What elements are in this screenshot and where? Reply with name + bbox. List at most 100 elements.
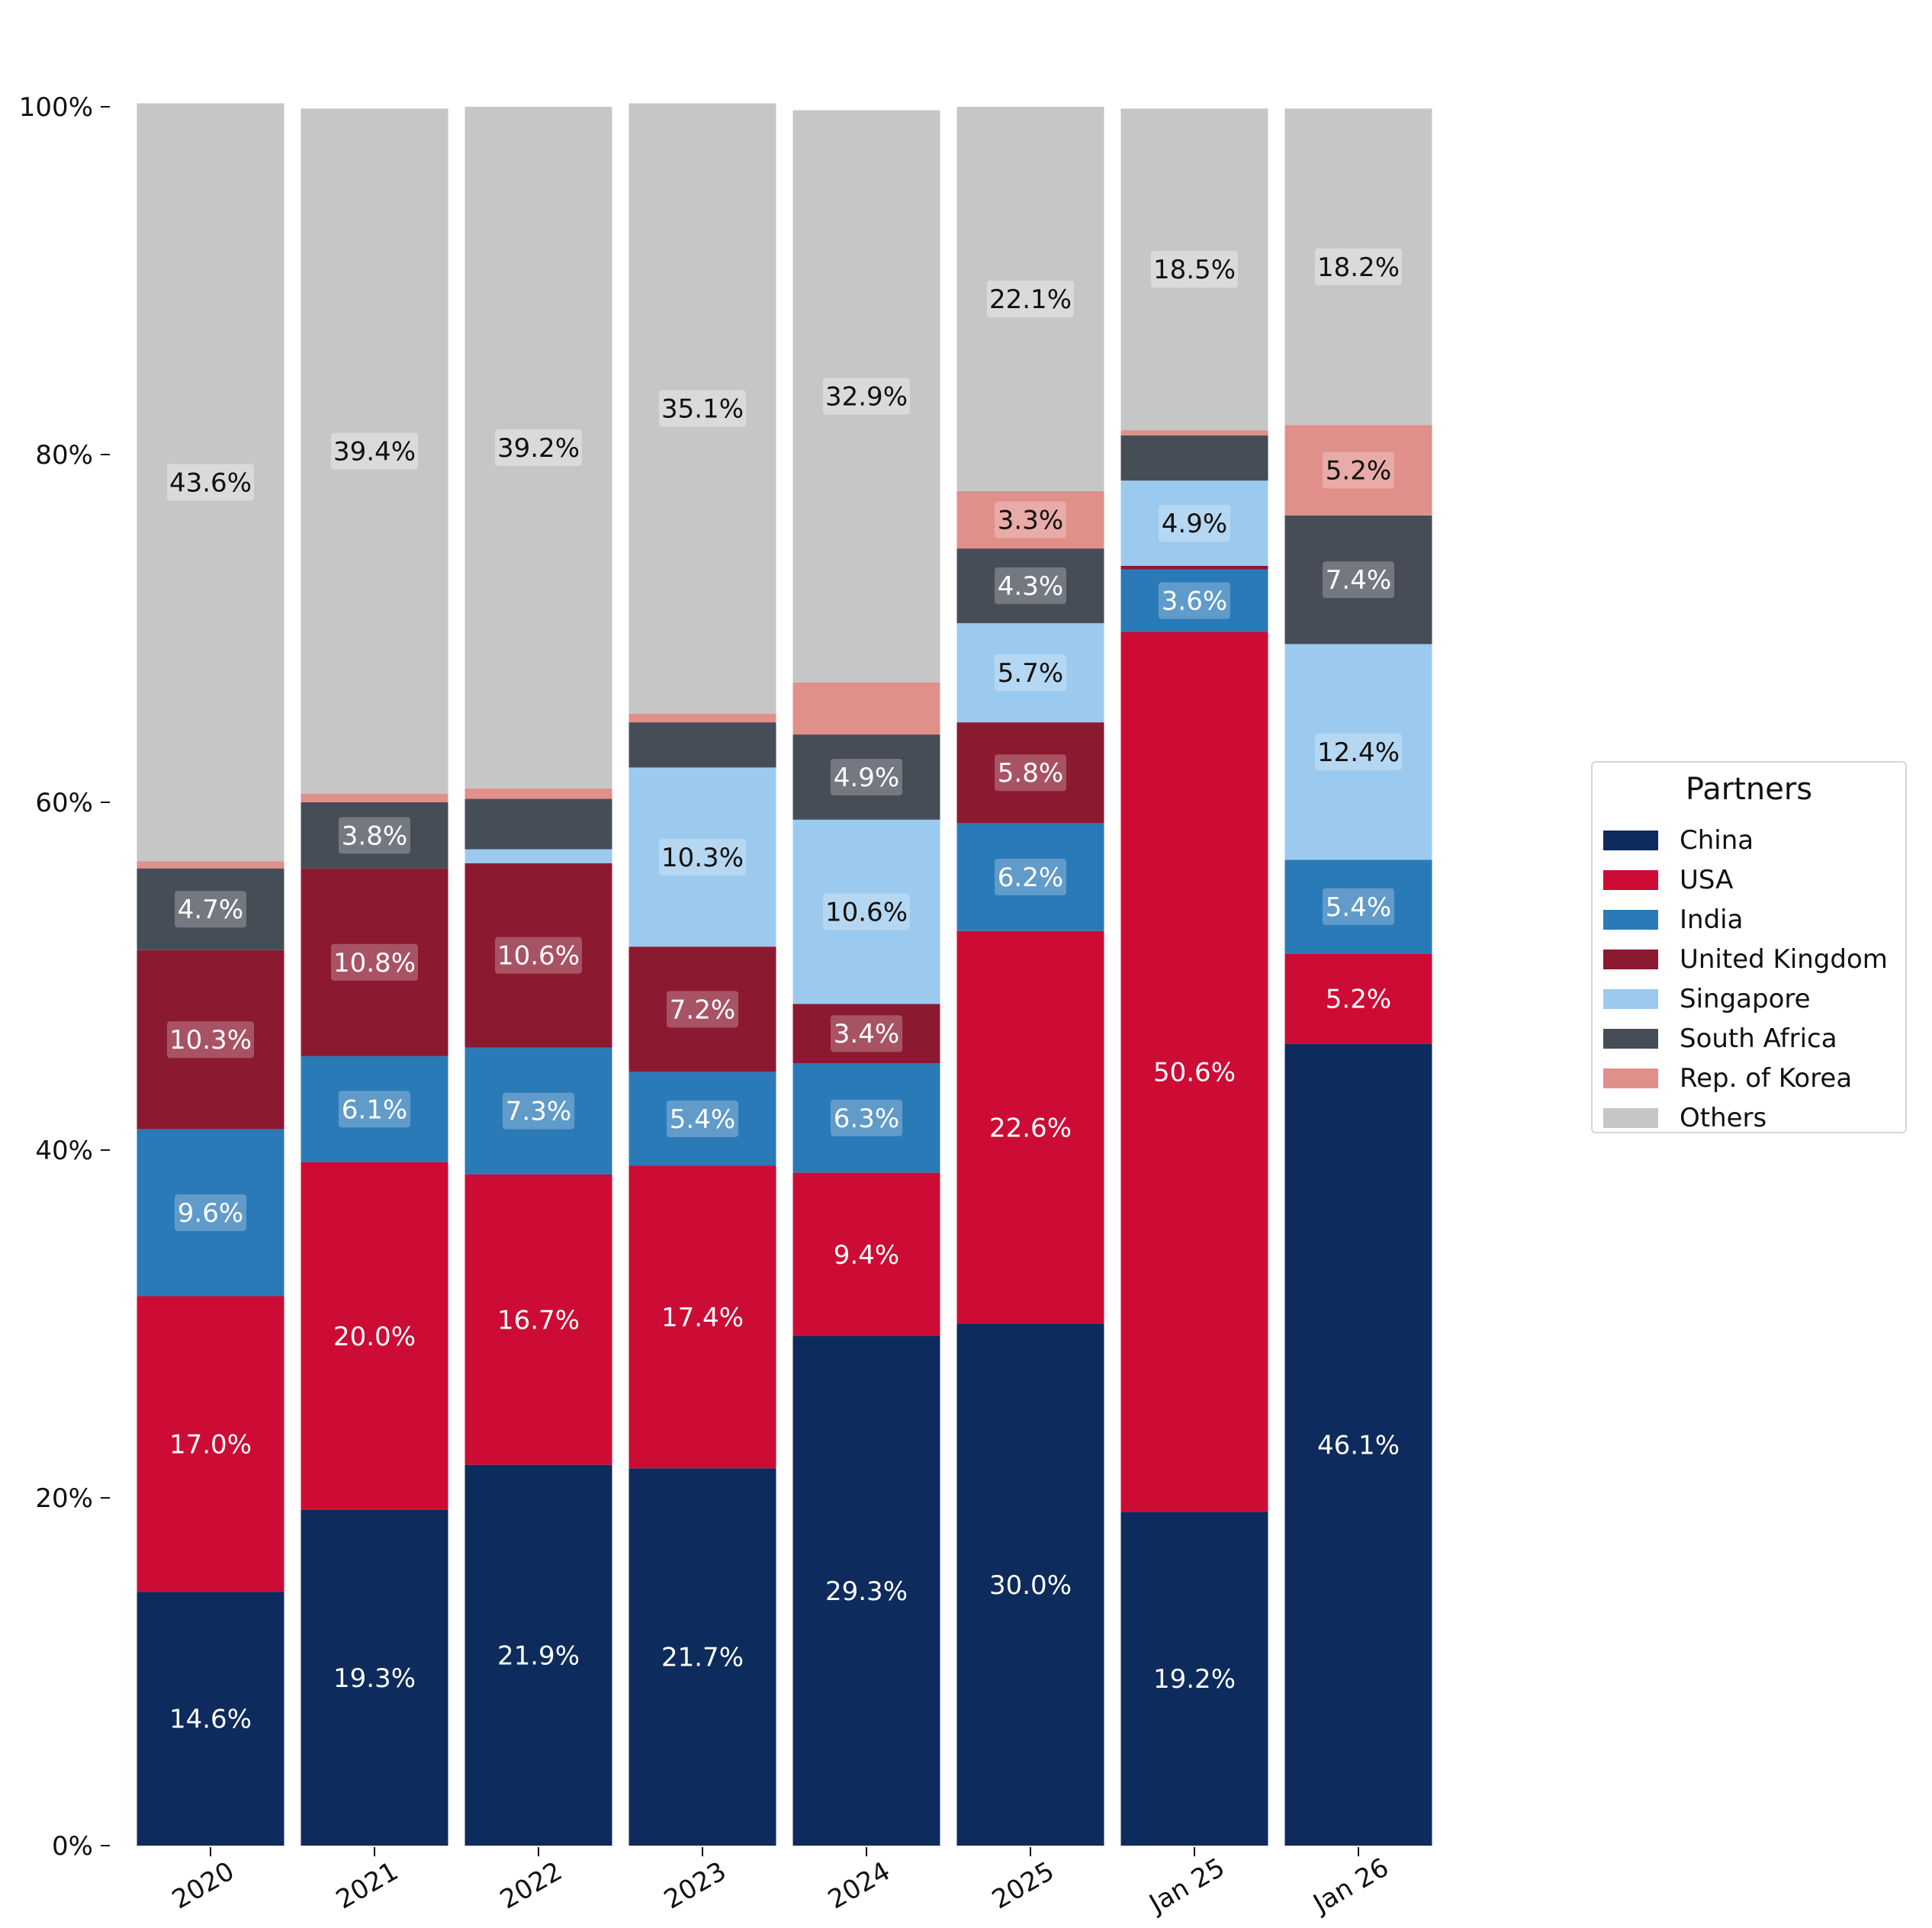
bar-segment-usa-2022	[465, 1174, 612, 1465]
legend-swatch-rep-of-korea	[1603, 1068, 1658, 1088]
segment-label-others-2022: 39.2%	[497, 433, 580, 464]
bar-segment-others-jan-25	[1120, 108, 1268, 431]
segment-label-box	[659, 390, 746, 427]
segment-label-india-jan-25: 3.6%	[1162, 586, 1227, 617]
segment-label-box	[667, 1100, 738, 1137]
legend-label: Singapore	[1680, 984, 1811, 1014]
bar-segment-rep-of-korea-jan-25	[1120, 430, 1268, 435]
segment-label-china-2025: 30.0%	[989, 1570, 1072, 1601]
legend-item-usa: USA	[1603, 863, 1733, 897]
bar-segment-india-jan-25	[1120, 569, 1268, 632]
x-tick-label-2024: 2024	[823, 1856, 895, 1916]
x-tick-label-2025: 2025	[987, 1856, 1059, 1916]
bar-segment-usa-2021	[301, 1162, 448, 1510]
segment-label-box	[995, 859, 1066, 896]
segment-label-box	[339, 817, 410, 854]
segment-label-singapore-jan-26: 12.4%	[1317, 737, 1400, 768]
bar-segment-china-jan-26	[1284, 1043, 1432, 1846]
segment-label-others-jan-26: 18.2%	[1317, 252, 1400, 283]
segment-label-others-2021: 39.4%	[333, 436, 416, 467]
segment-label-box	[1315, 733, 1402, 770]
segment-label-south-africa-2021: 3.8%	[342, 821, 407, 851]
segment-label-usa-2024: 9.4%	[834, 1240, 899, 1271]
segment-label-usa-2025: 22.6%	[989, 1113, 1072, 1143]
y-tick-label: 80%	[35, 440, 93, 471]
segment-label-united-kingdom-2020: 10.3%	[169, 1025, 252, 1056]
bar-segment-united-kingdom-2024	[792, 1004, 940, 1063]
segment-label-india-jan-26: 5.4%	[1326, 892, 1391, 923]
y-tick-label: 0%	[52, 1831, 93, 1862]
segment-label-rep-of-korea-2025: 3.3%	[998, 506, 1063, 536]
bar-segment-usa-2023	[628, 1165, 776, 1469]
segment-label-china-2021: 19.3%	[333, 1663, 416, 1694]
bar-segment-others-2020	[137, 103, 284, 862]
bar-segment-others-2024	[792, 110, 940, 683]
segment-label-others-jan-25: 18.5%	[1153, 255, 1236, 285]
segment-label-south-africa-jan-26: 7.4%	[1326, 565, 1391, 596]
legend-label: United Kingdom	[1680, 944, 1888, 975]
segment-label-usa-jan-25: 50.6%	[1153, 1057, 1236, 1088]
segment-label-south-africa-2025: 4.3%	[998, 571, 1063, 602]
segment-label-china-2023: 21.7%	[661, 1643, 744, 1673]
segment-label-china-2022: 21.9%	[497, 1640, 580, 1671]
segment-label-singapore-2024: 10.6%	[825, 898, 908, 928]
bar-segment-china-2023	[628, 1468, 776, 1846]
segment-labels-layer: 14.6% 17.0% 9.6% 10.3% 4.7% 43.6% 19.3% 20.0% 6.…	[167, 248, 1402, 1735]
segment-label-box	[167, 1021, 254, 1059]
segment-label-usa-2021: 20.0%	[333, 1322, 416, 1352]
segment-label-box	[995, 754, 1066, 792]
legend-swatch-india	[1603, 910, 1658, 930]
bar-segment-india-2020	[137, 1129, 284, 1297]
segment-label-box	[495, 937, 582, 974]
legend-label: China	[1680, 825, 1754, 856]
legend-item-united-kingdom: United Kingdom	[1603, 943, 1888, 976]
bar-segment-usa-2025	[956, 930, 1104, 1324]
bar-segment-rep-of-korea-2022	[465, 788, 612, 799]
segment-label-box	[987, 280, 1074, 317]
segment-label-box	[831, 758, 902, 795]
segment-label-usa-2023: 17.4%	[661, 1303, 744, 1333]
segment-label-usa-2020: 17.0%	[169, 1429, 252, 1460]
legend-label: Rep. of Korea	[1680, 1063, 1853, 1094]
legend-swatch-others	[1603, 1108, 1658, 1128]
segment-label-india-2024: 6.3%	[834, 1104, 899, 1134]
bar-segment-south-africa-jan-25	[1120, 435, 1268, 481]
segment-label-box	[1151, 251, 1238, 288]
segment-label-box	[831, 1099, 902, 1136]
segment-label-singapore-2025: 5.7%	[998, 658, 1063, 689]
segment-label-india-2020: 9.6%	[178, 1198, 243, 1229]
bar-segment-china-2021	[301, 1509, 448, 1846]
segment-label-box	[331, 943, 418, 981]
bar-segment-others-2023	[628, 103, 776, 714]
segment-label-china-jan-25: 19.2%	[1153, 1664, 1236, 1695]
segment-label-box	[1315, 248, 1402, 285]
y-axis: 0% 20% 40% 60% 80% 100%	[19, 92, 110, 1862]
x-tick-label-2020: 2020	[167, 1856, 239, 1916]
bar-segment-south-africa-2021	[301, 802, 448, 869]
legend-label: USA	[1680, 865, 1734, 895]
segment-label-box	[1159, 582, 1230, 619]
legend-item-rep-of-korea: Rep. of Korea	[1603, 1062, 1852, 1095]
legend-swatch-united-kingdom	[1603, 950, 1658, 969]
segment-label-box	[667, 991, 738, 1028]
x-tick-label-jan-25: Jan 25	[1143, 1852, 1230, 1920]
segment-label-singapore-2023: 10.3%	[661, 843, 744, 873]
legend-item-others: Others	[1603, 1101, 1766, 1135]
bar-segment-usa-2024	[792, 1172, 940, 1336]
segment-label-rep-of-korea-jan-26: 5.2%	[1326, 456, 1391, 487]
segment-label-india-2023: 5.4%	[670, 1104, 735, 1135]
bar-segment-singapore-2022	[465, 849, 612, 863]
bar-segment-others-jan-26	[1284, 108, 1432, 426]
segment-label-box	[167, 464, 254, 501]
bar-segment-singapore-2024	[792, 819, 940, 1004]
bar-segment-rep-of-korea-2020	[137, 861, 284, 869]
bar-segment-india-2024	[792, 1063, 940, 1173]
bar-segment-rep-of-korea-2024	[792, 682, 940, 735]
segment-label-united-kingdom-2023: 7.2%	[670, 995, 735, 1025]
segment-label-others-2023: 35.1%	[661, 394, 744, 425]
legend-title: Partners	[1685, 772, 1813, 807]
segment-label-usa-2022: 16.7%	[497, 1305, 580, 1335]
segment-label-box	[995, 654, 1066, 692]
bar-segment-south-africa-2023	[628, 722, 776, 768]
